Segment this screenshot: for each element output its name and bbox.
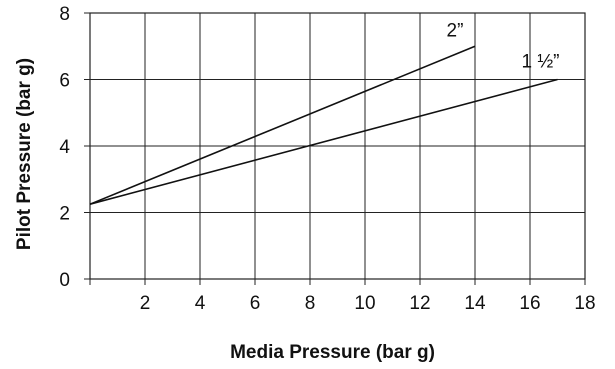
tick-layer: 2 4 6 8 10 12 14 16 18 0 2 4 6 8 — [59, 4, 595, 314]
y-tick-label: 4 — [59, 137, 70, 158]
y-tick-label: 8 — [59, 4, 70, 25]
y-tick-label: 6 — [59, 71, 70, 92]
x-tick-label: 12 — [409, 293, 430, 314]
series-line — [89, 78, 558, 205]
series-label: 1 ½” — [521, 52, 559, 73]
y-tick-label: 2 — [59, 204, 70, 225]
y-axis-title: Pilot Pressure (bar g) — [14, 58, 35, 250]
x-tick-label: 16 — [519, 293, 540, 314]
x-tick-label: 18 — [574, 293, 595, 314]
x-tick-label: 10 — [354, 293, 375, 314]
series-label: 2” — [447, 20, 464, 41]
grid-layer — [90, 13, 585, 279]
x-tick-label: 8 — [305, 293, 316, 314]
x-tick-label: 6 — [250, 293, 261, 314]
series-layer: 2” 1 ½” — [89, 20, 560, 205]
x-axis-title: Media Pressure (bar g) — [230, 342, 435, 363]
x-tick-label: 2 — [140, 293, 151, 314]
x-tick-label: 4 — [195, 293, 206, 314]
x-tick-label: 14 — [464, 293, 486, 314]
series-line — [89, 45, 476, 205]
y-tick-label: 0 — [59, 270, 70, 291]
